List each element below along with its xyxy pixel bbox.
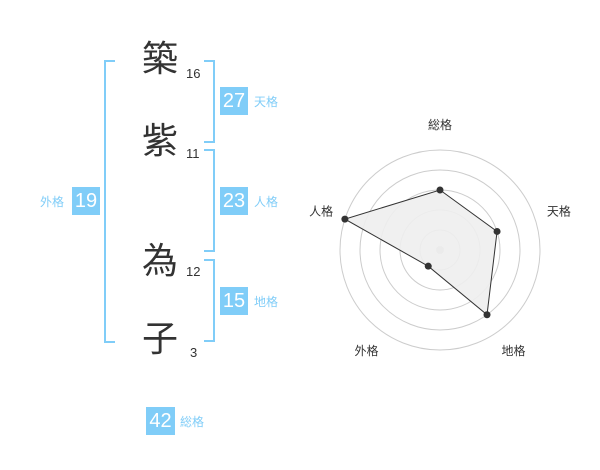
radar-axis-label: 総格 bbox=[428, 117, 452, 132]
name-char-4: 子 bbox=[141, 319, 178, 360]
jinkaku-bracket bbox=[204, 149, 215, 252]
radar-ring bbox=[339, 149, 541, 351]
tenkaku-label: 天格 bbox=[254, 95, 279, 109]
radar-point bbox=[436, 186, 444, 194]
jinkaku-value: 23 bbox=[220, 187, 248, 215]
name-char-2: 紫 bbox=[141, 121, 178, 162]
chikaku-label: 地格 bbox=[254, 295, 279, 309]
radar-axis-label: 天格 bbox=[547, 203, 571, 218]
stroke-count-3: 12 bbox=[186, 264, 201, 279]
soukaku-value: 42 bbox=[146, 407, 175, 435]
radar-axis-label: 人格 bbox=[309, 203, 333, 218]
tenkaku-bracket bbox=[204, 60, 215, 143]
chikaku-bracket bbox=[204, 259, 215, 342]
radar-point bbox=[493, 227, 501, 235]
jinkaku-label: 人格 bbox=[254, 195, 279, 209]
name-char-3: 為 bbox=[141, 241, 178, 282]
tenkaku-value: 27 bbox=[220, 87, 248, 115]
soukaku-label: 総格 bbox=[180, 415, 205, 429]
stroke-count-2: 11 bbox=[186, 146, 200, 161]
gaikaku-value: 19 bbox=[72, 187, 100, 215]
gaikaku-label: 外格 bbox=[40, 195, 65, 209]
radar-area bbox=[343, 189, 498, 316]
gaikaku-bracket bbox=[104, 60, 115, 343]
radar-point bbox=[424, 262, 432, 270]
radar-axis-label: 地格 bbox=[501, 343, 525, 358]
name-char-1: 築 bbox=[141, 39, 178, 80]
radar-axis-label: 外格 bbox=[355, 343, 379, 358]
radar-point bbox=[483, 311, 491, 319]
stroke-count-1: 16 bbox=[186, 66, 201, 81]
chikaku-value: 15 bbox=[220, 287, 248, 315]
radar-ring bbox=[359, 169, 521, 331]
radar-point bbox=[341, 215, 349, 223]
stroke-count-4: 3 bbox=[190, 345, 198, 360]
